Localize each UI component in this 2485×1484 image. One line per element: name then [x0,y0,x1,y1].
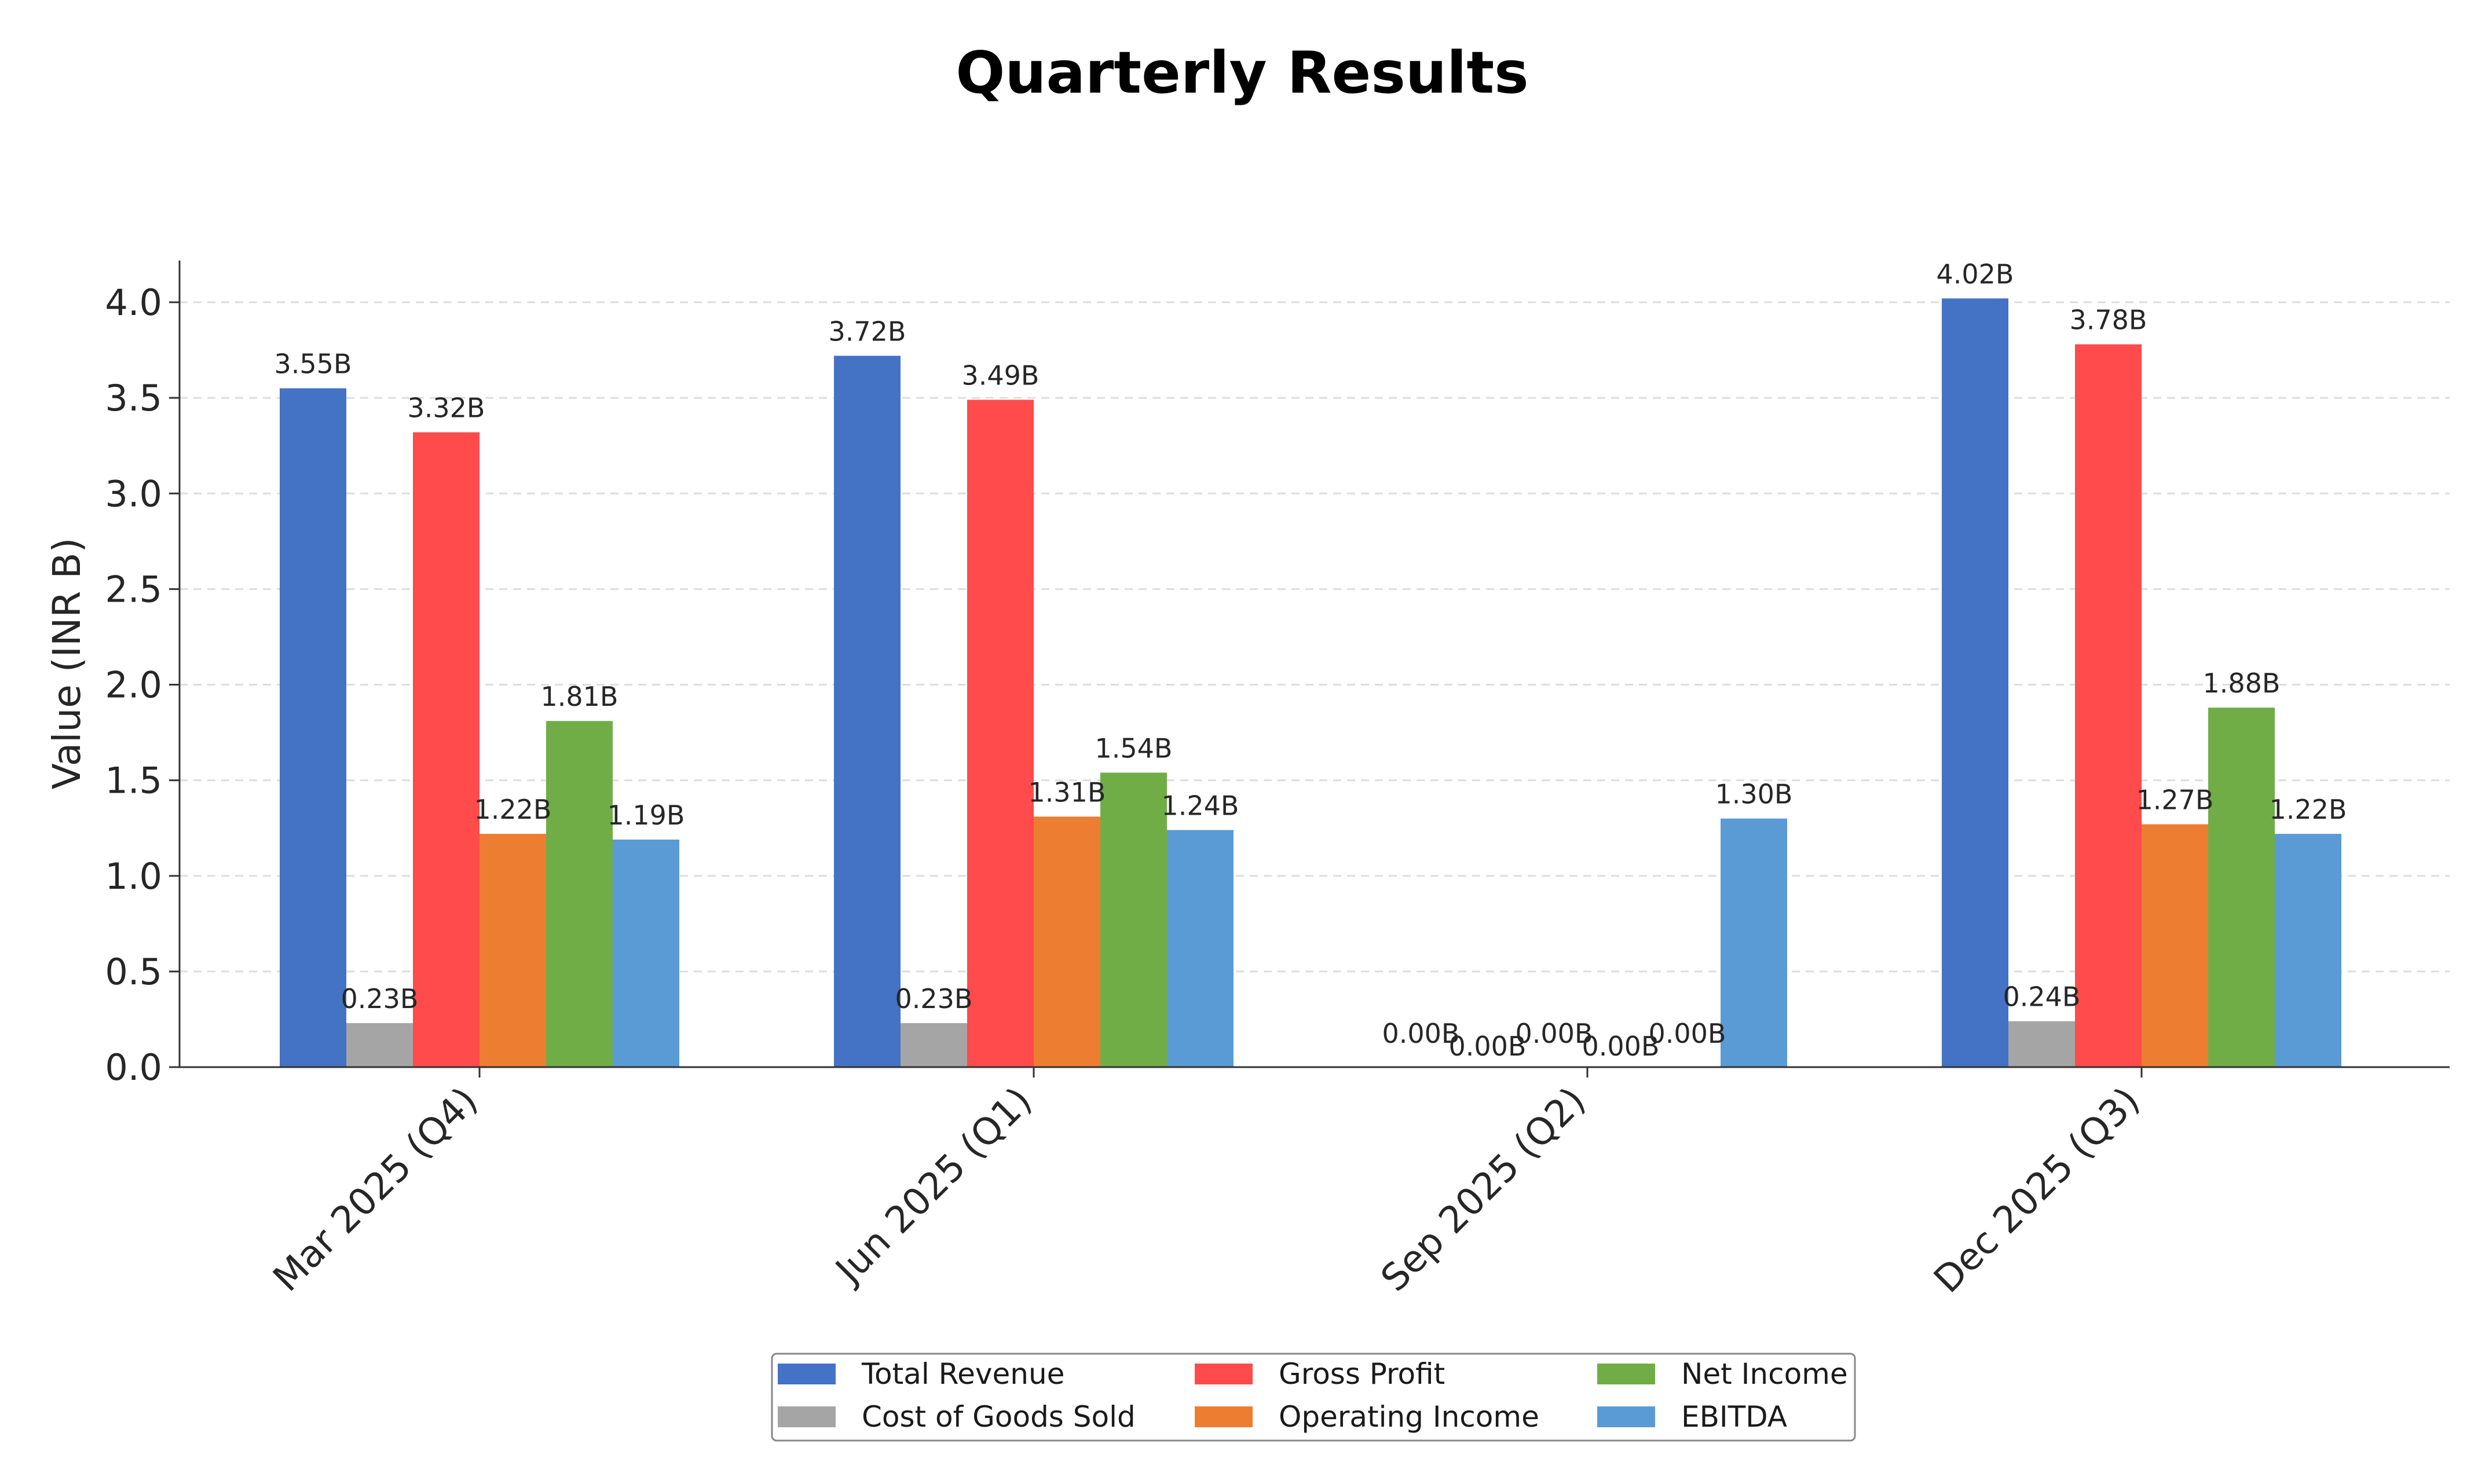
data-label: 0.00B [1449,1031,1527,1062]
y-tick-label: 0.0 [105,1046,162,1089]
data-label: 0.00B [1382,1018,1460,1049]
bars [280,298,2341,1067]
bar [967,400,1034,1067]
bar [2208,708,2275,1067]
data-label: 1.54B [1095,732,1173,764]
legend-frame [771,1353,1856,1442]
bar [2075,344,2142,1067]
data-label: 0.23B [895,983,973,1014]
bar [1942,298,2008,1067]
bar [1721,818,1787,1067]
bar [413,432,480,1067]
bar [280,388,346,1067]
data-label: 0.00B [1516,1018,1593,1049]
bar [546,721,613,1067]
data-label: 0.24B [2003,981,2081,1013]
data-label: 0.00B [1649,1018,1726,1049]
legend-swatch [778,1406,836,1427]
bar [1100,772,1167,1067]
y-tick-label: 3.0 [105,472,162,515]
bar [1034,816,1100,1067]
legend-label: Net Income [1681,1357,1848,1391]
legend-swatch [1195,1406,1253,1427]
y-tick-label: 1.0 [105,855,162,897]
legend-swatch [1597,1406,1655,1427]
data-label: 1.19B [607,800,685,831]
data-label: 1.31B [1029,776,1106,808]
data-label: 0.00B [1582,1031,1660,1062]
data-label: 1.30B [1715,779,1793,810]
bar [1167,830,1234,1067]
bar [2008,1021,2075,1067]
data-label: 1.88B [2203,668,2281,699]
bar [834,356,901,1067]
chart-title: Quarterly Results [956,39,1528,107]
data-label: 3.49B [962,360,1040,391]
bar [346,1023,413,1067]
y-tick-label: 3.5 [105,377,162,419]
legend-swatch [1195,1364,1253,1384]
y-tick-label: 2.0 [105,664,162,706]
bar [901,1023,967,1067]
data-label: 3.78B [2070,305,2147,336]
x-axis-ticks: Mar 2025 (Q4) Jun 2025 (Q1) Sep 2025 (Q2) D… [265,1067,2148,1302]
bar [2142,824,2208,1067]
legend-swatch [1597,1364,1655,1384]
legend-label: Total Revenue [861,1357,1064,1391]
x-tick-label: Jun 2025 (Q1) [826,1079,1041,1294]
data-label: 3.72B [829,316,906,347]
legend-label: Cost of Goods Sold [862,1400,1136,1434]
y-axis-label: Value (INR B) [45,538,89,790]
legend: Total Revenue Cost of Goods Sold Gross Pro… [771,1353,1856,1442]
data-label: 1.27B [2136,785,2214,816]
legend-label: EBITDA [1681,1400,1787,1434]
y-tick-label: 2.5 [105,568,162,610]
data-label: 3.55B [275,349,352,380]
data-label: 1.22B [2270,794,2347,825]
legend-label: Operating Income [1279,1400,1539,1434]
data-label: 0.23B [341,983,419,1014]
y-tick-label: 4.0 [105,281,162,324]
y-tick-label: 1.5 [105,760,162,802]
y-tick-label: 0.5 [105,951,162,993]
data-label: 1.24B [1162,790,1239,821]
bar [613,840,679,1067]
data-label: 1.81B [541,681,618,712]
y-axis-ticks: 0.0 0.5 1.0 1.5 2.0 2.5 3.0 3.5 4.0 [105,281,180,1089]
legend-label: Gross Profit [1279,1357,1445,1391]
bar [2275,834,2341,1067]
data-label: 4.02B [1937,258,2014,290]
x-tick-label: Mar 2025 (Q4) [265,1079,486,1300]
x-tick-label: Sep 2025 (Q2) [1373,1079,1594,1300]
legend-swatch [778,1364,836,1384]
data-label: 3.32B [408,393,485,424]
data-label: 1.22B [474,794,552,825]
data-labels: 3.55B 3.72B 0.00B 4.02B 0.23B 0.23B 0.00B 0.24B… [275,258,2347,1062]
x-tick-label: Dec 2025 (Q3) [1926,1079,2149,1302]
bar [480,834,546,1067]
